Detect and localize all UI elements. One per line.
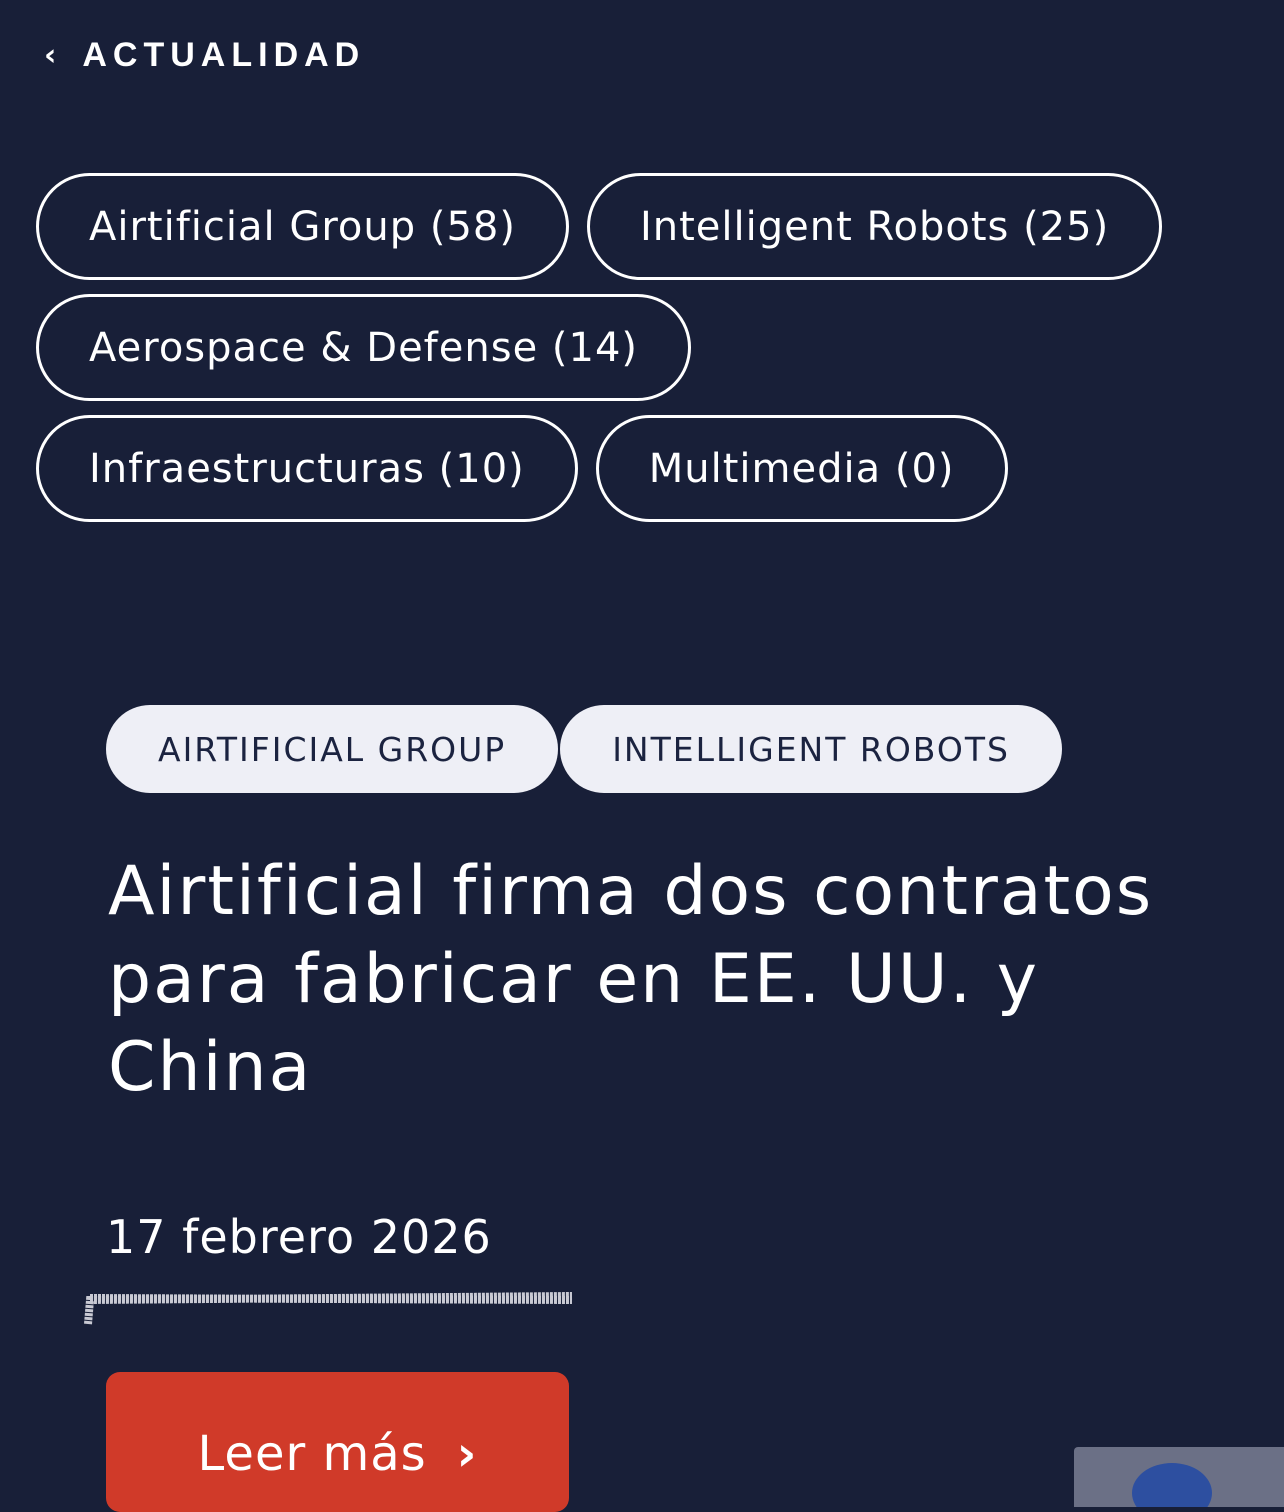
section-title: ACTUALIDAD	[82, 36, 366, 74]
chevron-right-icon: ›	[456, 1426, 478, 1482]
article-title[interactable]: Airtificial firma dos contratos para fab…	[108, 852, 1154, 1107]
tag-airtificial-group[interactable]: AIRTIFICIAL GROUP	[106, 705, 559, 793]
filter-multimedia[interactable]: Multimedia (0)	[595, 415, 1008, 522]
recaptcha-badge[interactable]	[1074, 1447, 1284, 1507]
tag-intelligent-robots[interactable]: INTELLIGENT ROBOTS	[560, 705, 1062, 793]
read-more-label: Leer más	[197, 1426, 427, 1482]
filter-airtificial-group[interactable]: Airtificial Group (58)	[36, 173, 569, 280]
article-date: 17 febrero 2026	[106, 1210, 492, 1264]
read-more-button[interactable]: Leer más ›	[106, 1372, 569, 1512]
article-tags: AIRTIFICIAL GROUP INTELLIGENT ROBOTS	[106, 705, 1062, 793]
scribble-underline	[84, 1292, 573, 1325]
back-link[interactable]: ‹ ACTUALIDAD	[44, 36, 365, 75]
chevron-left-icon: ‹	[44, 37, 57, 73]
filter-aerospace-defense[interactable]: Aerospace & Defense (14)	[36, 294, 691, 401]
category-filters: Airtificial Group (58) Intelligent Robot…	[36, 173, 1236, 522]
filter-intelligent-robots[interactable]: Intelligent Robots (25)	[586, 173, 1163, 280]
filter-infraestructuras[interactable]: Infraestructuras (10)	[36, 415, 578, 522]
recaptcha-logo-icon	[1132, 1463, 1212, 1507]
